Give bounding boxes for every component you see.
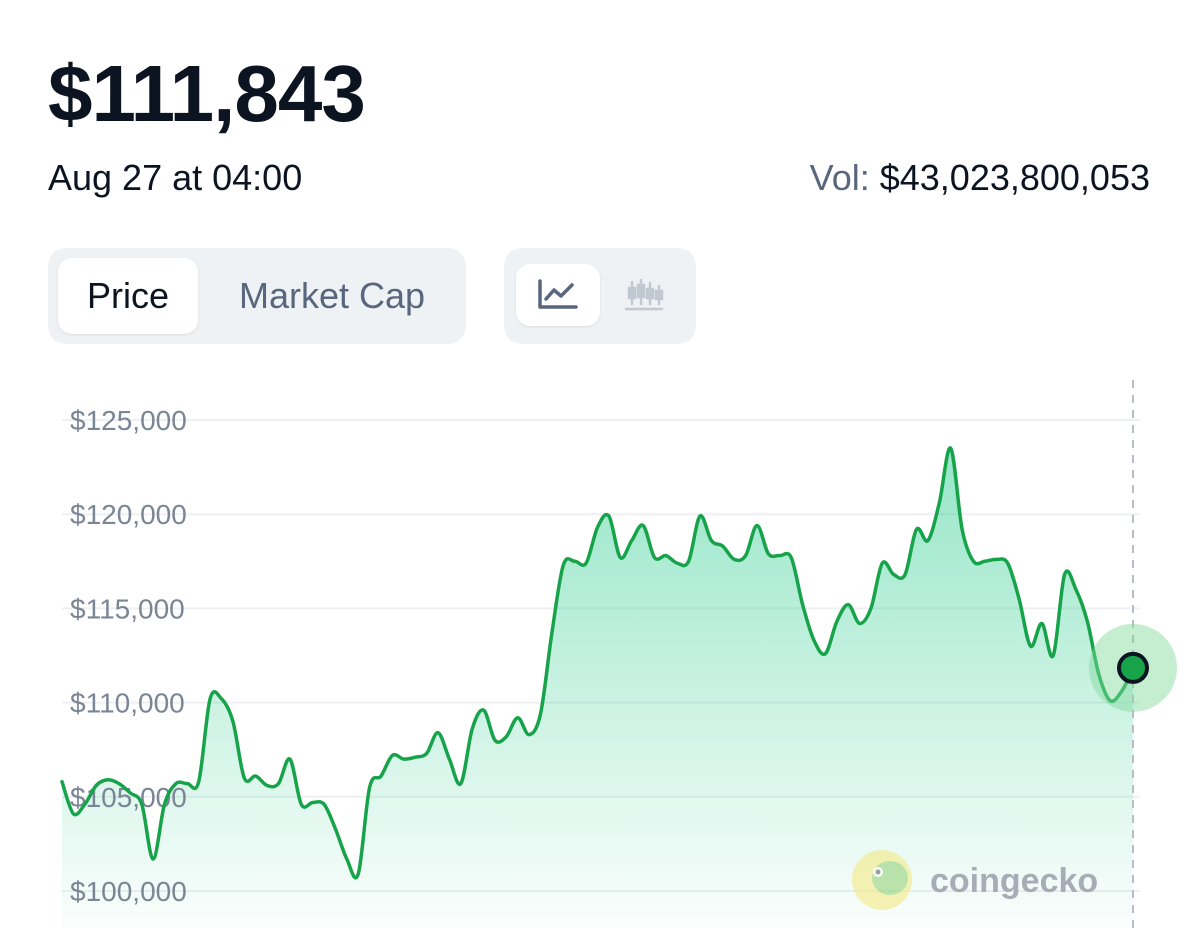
current-point-marker[interactable] [1117,651,1149,684]
tab-price[interactable]: Price [58,258,198,334]
volume-display: Vol: $43,023,800,053 [810,160,1150,196]
line-chart-button[interactable] [516,264,600,326]
volume-value: $43,023,800,053 [879,157,1150,198]
y-tick-label: $100,000 [70,876,187,907]
volume-label: Vol: [809,157,870,198]
gecko-logo-icon [852,850,912,910]
candlestick-chart-button[interactable] [602,264,686,326]
y-tick-label: $115,000 [70,593,185,624]
y-axis-ticks: $125,000$120,000$115,000$110,000$105,000… [70,405,187,907]
line-chart-icon [538,279,578,309]
price-line [60,446,1135,880]
candlestick-chart-icon [624,278,664,311]
price-area-fill [62,447,1133,928]
coingecko-watermark: coingecko [852,850,1098,910]
y-tick-label: $110,000 [70,688,185,719]
current-price: $111,843 [48,49,366,138]
y-tick-label: $125,000 [70,405,187,436]
chart-type-toggle [504,248,696,344]
price-chart[interactable]: $125,000$120,000$115,000$110,000$105,000… [0,370,1200,928]
watermark-text: coingecko [930,862,1098,900]
price-timestamp: Aug 27 at 04:00 [48,157,303,198]
tab-market-cap[interactable]: Market Cap [238,275,426,316]
y-tick-label: $120,000 [70,499,187,530]
price-marketcap-toggle: Price Market Cap [48,248,466,344]
